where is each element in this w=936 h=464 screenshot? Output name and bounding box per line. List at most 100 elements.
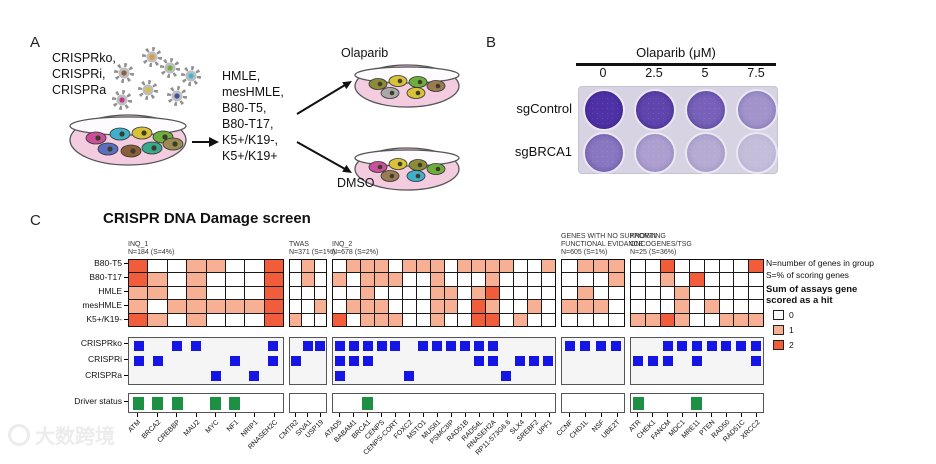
assay-hit-square — [595, 340, 606, 351]
gene-label: UPF1 — [536, 419, 554, 437]
driver-cell — [748, 394, 763, 412]
watermark-logo-icon — [8, 423, 30, 446]
hit-cell — [206, 300, 225, 313]
assay-cell — [486, 353, 500, 368]
hit-cell — [719, 273, 734, 286]
hit-cell — [302, 300, 314, 313]
assay-cell — [690, 338, 705, 353]
assay-hit-square — [564, 340, 575, 351]
legend-swatch — [773, 340, 784, 350]
assay-cell — [333, 369, 347, 384]
heatmap-row-labels: B80-T5 B80-T17 HMLE mesHMLE K5+/K19- CRISPRko… — [18, 229, 128, 463]
assay-hit-square — [529, 355, 540, 366]
hit-cell — [430, 313, 444, 326]
driver-box — [128, 393, 284, 413]
hit-cell — [458, 300, 472, 313]
hit-cell — [500, 286, 514, 300]
hit-cell — [302, 260, 314, 273]
assay-cell — [675, 353, 690, 368]
axis-tick — [137, 413, 139, 417]
hit-cell — [631, 286, 645, 300]
hit-cell — [167, 313, 187, 326]
hit-cell — [360, 313, 374, 326]
driver-cell — [375, 394, 389, 412]
hit-cell — [148, 313, 167, 326]
hit-cell — [225, 300, 245, 313]
hit-cell — [264, 273, 283, 286]
group-name: GENES WITH NO SUPPORTING — [561, 233, 666, 240]
assay-cell — [486, 338, 500, 353]
assay-hit-square — [501, 371, 512, 382]
cell-line-row-label: HMLE — [18, 285, 128, 297]
cell-line-row-label: K5+/K19- — [18, 313, 128, 325]
assay-cell — [734, 353, 749, 368]
axis-tick — [636, 413, 638, 417]
assay-hit-square — [691, 340, 702, 351]
assay-hit-square — [633, 355, 644, 366]
hit-cell — [562, 313, 577, 326]
crispr-library-line: CRISPRa — [52, 83, 107, 97]
hit-cell — [333, 286, 346, 300]
hits-grid — [332, 259, 556, 327]
hit-cell — [430, 286, 444, 300]
hit-cell — [719, 286, 734, 300]
gene-group-4: GENES WITH NO SUPPORTING FUNCTIONAL EVIDA… — [555, 229, 666, 463]
assay-cell — [609, 369, 625, 384]
hit-cell — [704, 300, 719, 313]
hits-grid — [128, 259, 284, 327]
driver-cell — [513, 394, 527, 412]
assay-cell — [527, 353, 541, 368]
axis-tick — [422, 413, 424, 417]
driver-cell — [675, 394, 690, 412]
driver-cell — [690, 394, 705, 412]
assay-cell — [290, 338, 302, 353]
axis-tick — [520, 413, 522, 417]
driver-box — [561, 393, 625, 413]
driver-cell — [541, 394, 555, 412]
hit-cell — [333, 313, 346, 326]
hit-cell — [704, 260, 719, 273]
hit-cell — [225, 286, 245, 300]
hit-cell — [500, 313, 514, 326]
hit-cell — [734, 286, 749, 300]
hit-cell — [486, 286, 500, 300]
arrowheads — [209, 81, 352, 173]
hit-cell — [346, 300, 360, 313]
hit-cell — [749, 273, 763, 286]
assay-cell — [302, 353, 314, 368]
gene-labels: ATR CHEK1 FANCM MDC1 MRE11 PTEN RAD50 RAD51C XRC… — [628, 417, 764, 463]
row-tick — [124, 290, 128, 292]
olaparib-arm-label: Olaparib — [341, 46, 389, 60]
hit-cell — [528, 286, 542, 300]
assay-hit-square — [348, 340, 359, 351]
assay-hit-square — [487, 355, 498, 366]
hit-cell — [690, 260, 704, 273]
hit-cell — [314, 313, 326, 326]
assay-row-label: CRISPRa — [18, 369, 128, 381]
hit-cell — [500, 260, 514, 273]
hit-cell — [458, 313, 472, 326]
sgbrca1-row-label: sgBRCA1 — [514, 144, 572, 159]
assay-cell — [302, 338, 314, 353]
stained-well — [634, 132, 676, 174]
assay-box — [561, 337, 625, 385]
driver-cell — [472, 394, 486, 412]
assay-cell — [225, 338, 244, 353]
group-name: ONCOGENES/TSG — [630, 241, 692, 248]
hit-cell — [148, 273, 167, 286]
legend-scale-title: Sum of assays gene scored as a hit — [766, 284, 858, 306]
driver-hit-square — [133, 396, 145, 410]
assay-cell — [389, 369, 403, 384]
assay-hit-square — [133, 355, 144, 366]
hit-cell — [346, 286, 360, 300]
hit-cell — [486, 300, 500, 313]
crispr-library-line: CRISPRi, — [52, 67, 106, 81]
assay-cell — [527, 338, 541, 353]
assay-hit-square — [303, 340, 313, 351]
assay-cell — [187, 369, 206, 384]
group-stats: N=25 (S=36%) — [630, 249, 677, 256]
driver-cell — [389, 394, 403, 412]
hit-cell — [206, 260, 225, 273]
assay-cell — [402, 369, 416, 384]
